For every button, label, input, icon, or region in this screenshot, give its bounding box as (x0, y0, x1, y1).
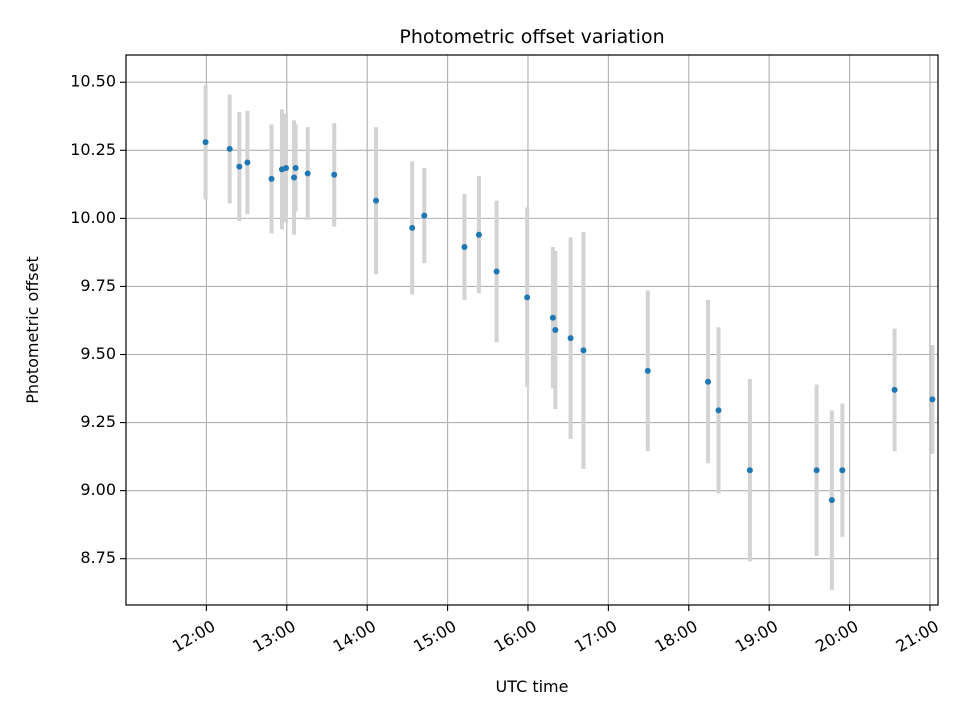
data-point (552, 327, 559, 333)
data-point (226, 145, 233, 152)
data-point (202, 139, 209, 146)
y-tick-label: 9.50 (80, 344, 116, 363)
y-tick-label: 9.25 (80, 412, 116, 431)
y-tick-label: 10.25 (70, 140, 116, 159)
y-tick-label: 10.50 (70, 72, 116, 91)
grid-lines (126, 55, 938, 605)
data-point (839, 467, 846, 474)
data-point (705, 378, 712, 385)
data-point (580, 347, 587, 354)
y-tick-label: 9.75 (80, 276, 116, 295)
data-point (828, 497, 835, 504)
data-point (268, 175, 275, 182)
y-tick-label: 8.75 (80, 548, 116, 567)
data-point (524, 294, 531, 301)
data-point (813, 467, 820, 474)
data-point (304, 170, 311, 177)
y-tick-label: 9.00 (80, 480, 116, 499)
data-point (244, 159, 251, 166)
data-point (475, 231, 482, 238)
data-point (929, 396, 936, 403)
data-point (746, 467, 753, 474)
data-point (282, 164, 289, 171)
data-point (409, 224, 416, 231)
data-point (373, 197, 380, 204)
data-point (331, 171, 338, 178)
data-point (292, 164, 299, 171)
data-point (644, 367, 651, 374)
data-point (549, 314, 556, 321)
y-axis-label: Photometric offset (23, 256, 42, 404)
x-axis-label: UTC time (496, 677, 569, 696)
data-point (891, 386, 898, 393)
data-point (493, 268, 500, 275)
data-point (291, 174, 298, 181)
data-point (421, 212, 428, 219)
chart-title: Photometric offset variation (399, 26, 664, 48)
data-point (461, 243, 468, 250)
data-point (715, 407, 722, 414)
data-point (567, 335, 574, 342)
data-point (236, 163, 243, 170)
plot-frame (125, 54, 939, 606)
data-points (202, 139, 936, 504)
y-tick-label: 10.00 (70, 208, 116, 227)
